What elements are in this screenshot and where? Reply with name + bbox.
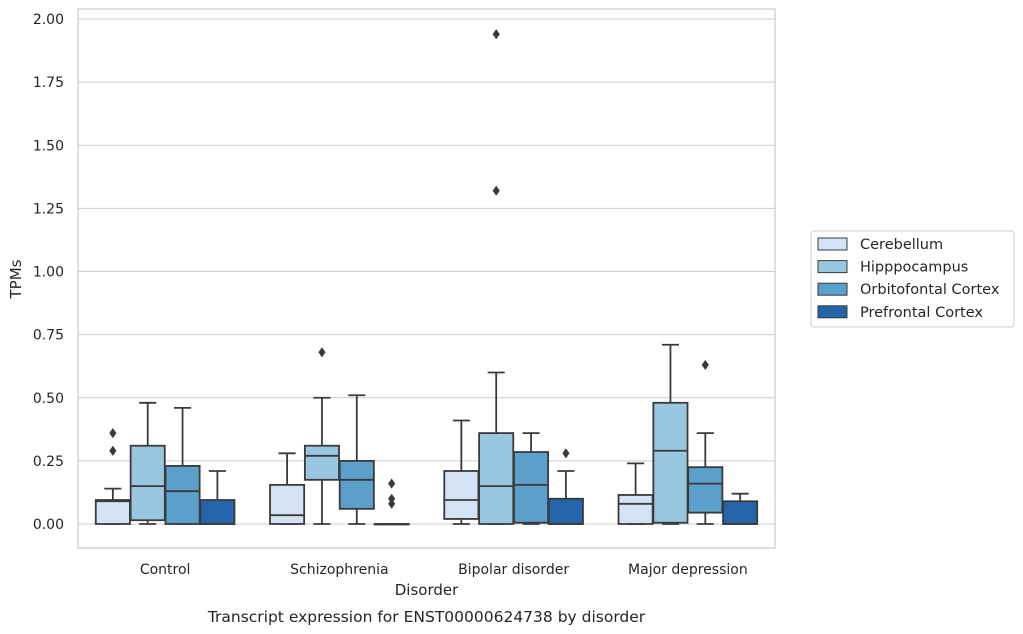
box-group: [129, 401, 166, 525]
legend-swatch: [817, 260, 848, 274]
box-body: [269, 483, 306, 525]
x-axis-label: Disorder: [395, 581, 459, 599]
legend-frame: [810, 230, 1015, 328]
x-tick-label: Bipolar disorder: [458, 562, 569, 578]
chart-caption: Transcript expression for ENST0000062473…: [207, 608, 646, 626]
y-tick-label: 1.50: [33, 138, 64, 154]
legend-label: Cerebellum: [860, 237, 943, 253]
box-body: [722, 500, 759, 525]
legend-label: Hipppocampus: [860, 260, 968, 276]
y-tick-label: 1.25: [33, 201, 64, 217]
legend-swatch: [817, 282, 848, 296]
outlier-point: [388, 498, 396, 509]
box-group: [303, 347, 340, 525]
outlier-point: [318, 347, 326, 358]
outlier-point: [562, 448, 570, 459]
box-group: [722, 492, 759, 525]
box-group: [94, 428, 131, 525]
box-body: [478, 432, 515, 525]
y-tick-label: 0.50: [33, 391, 64, 407]
outlier-point: [109, 445, 117, 456]
box-group: [199, 470, 236, 525]
x-tick-label: Schizophrenia: [290, 562, 388, 578]
outlier-point: [388, 493, 396, 504]
box-body: [617, 494, 654, 525]
box-body: [164, 465, 201, 525]
box-body: [129, 444, 166, 522]
outlier-point: [388, 478, 396, 489]
legend-label: Prefrontal Cortex: [860, 305, 983, 321]
box-group: [478, 29, 515, 525]
box-group: [269, 452, 306, 525]
y-tick-label: 2.00: [33, 12, 64, 28]
box-body: [443, 470, 480, 520]
legend: Cerebellum Hipppocampus Orbitofontal Corte…: [810, 230, 1015, 328]
box-group: [652, 343, 689, 525]
legend-swatch: [817, 305, 848, 319]
y-tick-label: 0.00: [33, 517, 64, 533]
y-tick-label: 0.25: [33, 454, 64, 470]
box-group: [338, 394, 375, 525]
box-body: [687, 466, 724, 514]
box-group: [443, 419, 480, 525]
y-tick-label: 0.75: [33, 328, 64, 344]
box-group: [687, 359, 724, 525]
boxes: [94, 29, 759, 526]
legend-swatch: [817, 237, 848, 251]
box-body: [94, 499, 131, 525]
legend-label: Orbitofontal Cortex: [860, 282, 1000, 298]
box-group: [164, 406, 201, 525]
y-axis-label: TPMs: [7, 259, 25, 299]
x-tick-label: Major depression: [628, 562, 748, 578]
box-group: [513, 432, 550, 525]
x-axis-ticks: Control Schizophrenia Bipolar disorder Majo…: [140, 562, 748, 578]
box-body: [338, 459, 375, 510]
y-tick-label: 1.00: [33, 265, 64, 281]
x-tick-label: Control: [140, 562, 191, 578]
box-body: [513, 451, 550, 524]
box-body: [547, 497, 584, 525]
box-body: [199, 499, 236, 525]
box-group: [547, 448, 584, 525]
outlier-point: [492, 29, 500, 40]
box-group: [617, 462, 654, 525]
outlier-point: [701, 359, 709, 370]
outlier-point: [109, 428, 117, 439]
gridlines: [78, 18, 775, 525]
plot-frame: [77, 8, 776, 549]
outlier-point: [492, 185, 500, 196]
box-group: [373, 478, 410, 526]
y-tick-label: 1.75: [33, 75, 64, 91]
y-axis-ticks: 0.00 0.25 0.50 0.75 1.00 1.25 1.50 1.75 2.00: [33, 12, 64, 533]
box-body: [652, 401, 689, 524]
box-body: [303, 444, 340, 481]
